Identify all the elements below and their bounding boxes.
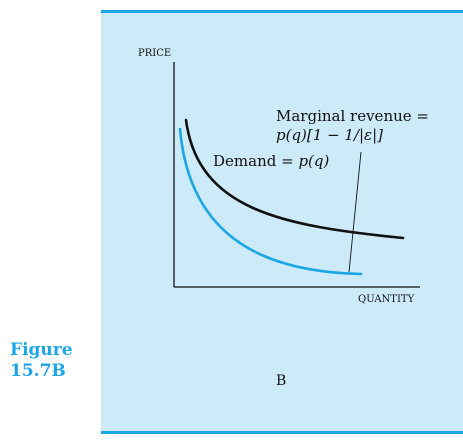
demand-label: Demand = p(q): [213, 152, 329, 170]
x-axis-label: QUANTITY: [358, 294, 415, 305]
top-rule: [101, 10, 463, 13]
figure-caption-word: Figure: [10, 340, 73, 360]
bottom-rule: [101, 431, 463, 434]
figure-caption-label: Figure 15.7B: [10, 340, 90, 382]
marginal-revenue-leader-line: [348, 151, 362, 273]
demand-label-math: p(q): [298, 152, 329, 170]
figure-caption-number: 15.7B: [10, 361, 66, 381]
demand-curve: [184, 118, 405, 240]
demand-label-text: Demand =: [213, 152, 298, 170]
panel-letter: B: [276, 373, 286, 389]
marginal-revenue-label-line1: Marginal revenue =: [276, 107, 429, 125]
y-axis-label: PRICE: [138, 48, 171, 59]
marginal-revenue-label-line2: p(q)[1 − 1/|ε|]: [276, 126, 383, 144]
figure-panel: [101, 10, 463, 434]
marginal-revenue-curve: [178, 127, 363, 276]
